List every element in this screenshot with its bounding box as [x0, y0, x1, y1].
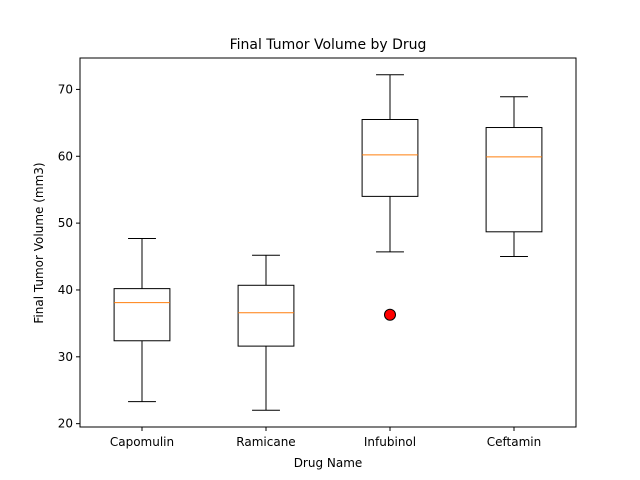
box-ramicane — [237, 254, 295, 411]
y-axis: 20 30 40 50 60 70 — [58, 82, 80, 431]
y-tick-label: 40 — [58, 283, 73, 297]
y-tick-label: 20 — [58, 417, 73, 431]
box-capomulin — [113, 237, 171, 403]
y-tick-label: 50 — [58, 216, 73, 230]
x-axis: Capomulin Ramicane Infubinol Ceftamin — [110, 427, 541, 449]
y-tick-label: 60 — [58, 149, 73, 163]
x-axis-title: Drug Name — [294, 456, 363, 470]
iqr-box — [237, 284, 295, 347]
x-tick-label: Ramicane — [236, 435, 295, 449]
outlier-point — [384, 308, 396, 321]
chart-title: Final Tumor Volume by Drug — [230, 37, 427, 53]
y-axis-title: Final Tumor Volume (mm3) — [32, 162, 46, 323]
plot-frame — [79, 57, 577, 428]
y-tick-label: 70 — [58, 82, 73, 96]
x-tick-label: Capomulin — [110, 435, 174, 449]
iqr-box — [361, 119, 419, 197]
plot-area — [113, 74, 543, 411]
y-tick-label: 30 — [58, 350, 73, 364]
x-tick-label: Infubinol — [364, 435, 416, 449]
iqr-box — [485, 127, 543, 233]
iqr-box — [113, 288, 171, 342]
x-tick-label: Ceftamin — [487, 435, 541, 449]
box-ceftamin — [485, 96, 543, 258]
box-infubinol — [361, 74, 419, 321]
